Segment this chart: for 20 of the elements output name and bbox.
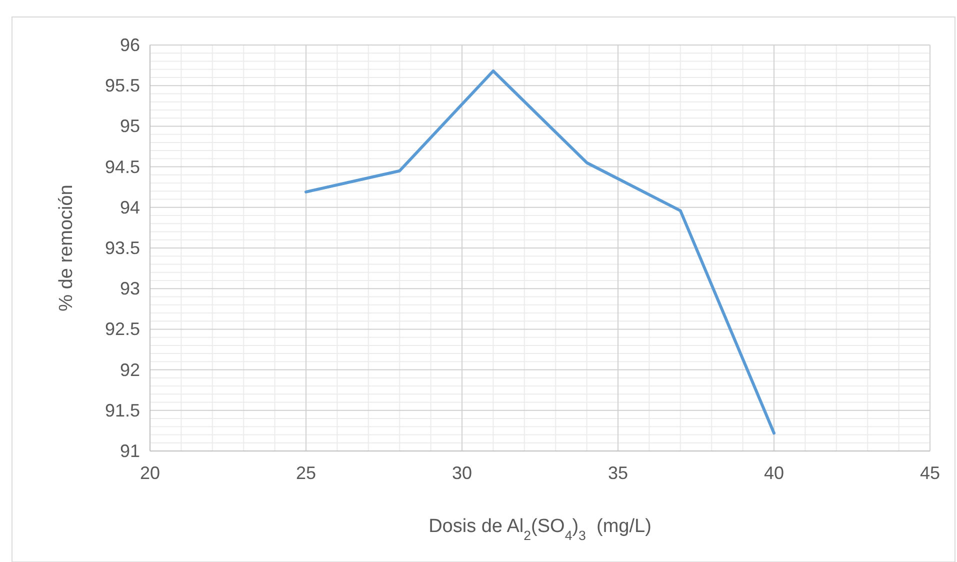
x-tick-label: 35	[608, 463, 628, 483]
line-series	[304, 69, 776, 435]
x-tick-label: 30	[452, 463, 472, 483]
y-tick-label: 95.5	[104, 76, 140, 96]
y-axis-title: % de remoción	[56, 184, 77, 312]
x-axis-title: Dosis de Al$_{2}$(SO$_{4}$)$_{3}$ (mg/L)	[428, 516, 652, 542]
y-tick-label: 96	[120, 35, 140, 55]
x-tick-label: 45	[920, 463, 940, 483]
y-tick-label: 91.5	[104, 400, 140, 420]
y-tick-label: 92.5	[104, 319, 140, 340]
x-tick-label: 25	[296, 463, 316, 483]
y-tick-label: 94	[120, 197, 140, 218]
y-tick-label: 94.5	[104, 156, 140, 177]
y-tick-label: 91	[120, 441, 140, 461]
y-tick-label: 92	[120, 360, 140, 380]
x-tick-label: 20	[140, 463, 160, 483]
y-tick-label: 93.5	[104, 238, 140, 258]
y-tick-label: 93	[120, 278, 140, 299]
y-tick-label: 95	[120, 116, 140, 136]
x-tick-label: 40	[764, 463, 784, 483]
